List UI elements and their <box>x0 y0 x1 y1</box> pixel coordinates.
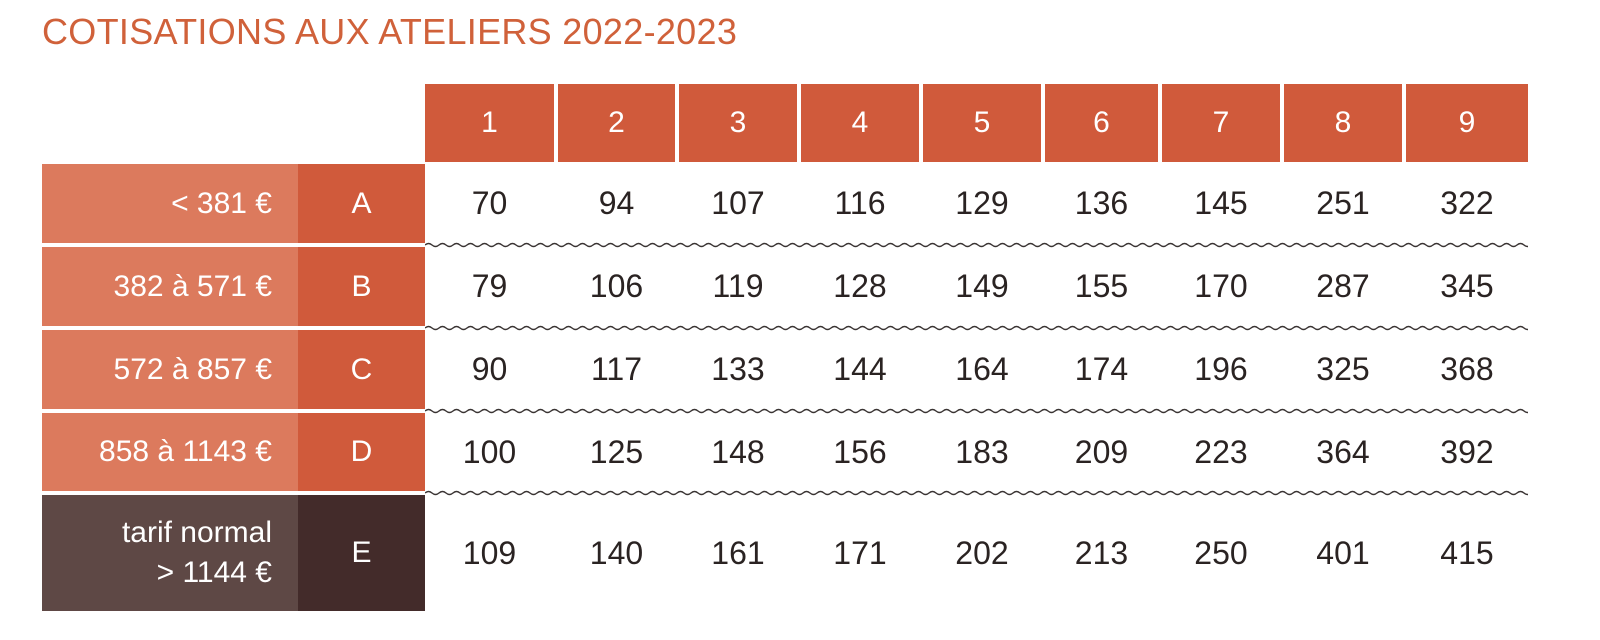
table-cell: 392 <box>1440 433 1494 470</box>
column-header-3: 3 <box>679 84 797 162</box>
table-cell: 94 <box>598 185 635 221</box>
row-letter-label: A <box>351 186 372 220</box>
table-cell: 145 <box>1194 185 1248 221</box>
wavy-divider <box>425 490 1528 496</box>
table-cell: 415 <box>1440 534 1494 571</box>
table-cell: 100 <box>462 433 517 470</box>
income-range-b: 382 à 571 € <box>42 247 298 326</box>
table-cell: 171 <box>833 534 887 571</box>
income-range-label-line1: tarif normal <box>121 516 272 549</box>
table-cell: 116 <box>834 185 886 221</box>
income-range-label: 572 à 857 € <box>113 352 272 386</box>
table-cell: 161 <box>711 534 765 571</box>
column-header-label: 6 <box>1093 106 1110 139</box>
table-cell: 70 <box>471 185 508 221</box>
table-cell: 325 <box>1316 351 1370 387</box>
table-cell: 128 <box>833 268 887 304</box>
table-cell: 156 <box>833 433 887 470</box>
column-header-6: 6 <box>1045 84 1158 162</box>
column-header-label: 8 <box>1334 106 1352 139</box>
table-cell: 170 <box>1194 268 1248 304</box>
column-header-7: 7 <box>1162 84 1280 162</box>
wavy-divider <box>425 325 1528 331</box>
table-cell: 106 <box>589 268 644 304</box>
wavy-divider <box>425 408 1528 414</box>
income-range-c: 572 à 857 € <box>42 330 298 409</box>
table-cell: 148 <box>711 433 765 470</box>
row-letter-label: C <box>350 352 373 386</box>
table-cell: 79 <box>471 268 508 304</box>
table-cell: 133 <box>711 351 765 387</box>
income-range-a: < 381 € <box>42 164 298 243</box>
income-range-d: 858 à 1143 € <box>42 413 298 491</box>
column-header-label: 4 <box>851 106 869 139</box>
row-letter-label: D <box>350 435 373 468</box>
income-range-label: 858 à 1143 € <box>99 435 272 468</box>
table-cell: 117 <box>590 351 642 387</box>
row-letter-label: E <box>351 536 372 569</box>
column-header-label: 3 <box>729 106 747 139</box>
column-header-1: 1 <box>425 84 554 162</box>
table-cell: 364 <box>1316 433 1370 470</box>
row-letter-b: B <box>298 247 425 326</box>
table-cell: 202 <box>955 534 1009 571</box>
table-cell: 223 <box>1194 433 1248 470</box>
table-cell: 174 <box>1074 351 1129 387</box>
row-letter-label: B <box>351 269 372 303</box>
row-letter-d: D <box>298 413 425 491</box>
table-cell: 155 <box>1074 268 1129 304</box>
row-letter-a: A <box>298 164 425 243</box>
income-range-label: 382 à 571 € <box>113 269 272 303</box>
table-cell: 287 <box>1316 268 1370 304</box>
column-header-label: 9 <box>1458 106 1476 139</box>
table-cell: 129 <box>955 185 1009 221</box>
table-cell: 401 <box>1316 534 1370 571</box>
row-letter-e: E <box>298 495 425 611</box>
table-cell: 107 <box>711 185 765 221</box>
income-range-e: tarif normal > 1144 € <box>42 495 298 611</box>
column-header-label: 1 <box>481 106 498 139</box>
column-header-8: 8 <box>1284 84 1402 162</box>
column-header-2: 2 <box>558 84 675 162</box>
table-cell: 322 <box>1440 185 1494 221</box>
table-cell: 209 <box>1074 433 1129 470</box>
table-cell: 213 <box>1074 534 1129 571</box>
income-range-label-line2: > 1144 € <box>156 556 272 589</box>
column-header-label: 2 <box>608 106 625 139</box>
table-cell: 136 <box>1074 185 1129 221</box>
table-cell: 144 <box>833 351 887 387</box>
row-letter-c: C <box>298 330 425 409</box>
table-cell: 250 <box>1194 534 1248 571</box>
income-range-label: < 381 € <box>171 186 272 220</box>
table-cell: 125 <box>589 433 644 470</box>
table-cell: 183 <box>955 433 1009 470</box>
table-cell: 149 <box>955 268 1009 304</box>
column-header-4: 4 <box>801 84 919 162</box>
column-header-label: 7 <box>1212 106 1230 139</box>
column-header-5: 5 <box>923 84 1041 162</box>
table-cell: 164 <box>955 351 1009 387</box>
table-cell: 345 <box>1440 268 1494 304</box>
column-header-9: 9 <box>1406 84 1528 162</box>
table-cell: 109 <box>462 534 517 571</box>
table-cell: 251 <box>1316 185 1370 221</box>
table-cell: 196 <box>1194 351 1248 387</box>
page-title: COTISATIONS AUX ATELIERS 2022-2023 <box>42 11 738 52</box>
table-cell: 368 <box>1440 351 1494 387</box>
table-cell: 90 <box>471 351 508 387</box>
wavy-divider <box>425 242 1528 248</box>
table-cell: 140 <box>589 534 644 571</box>
column-header-label: 5 <box>973 106 991 139</box>
table-cell: 119 <box>712 268 764 304</box>
